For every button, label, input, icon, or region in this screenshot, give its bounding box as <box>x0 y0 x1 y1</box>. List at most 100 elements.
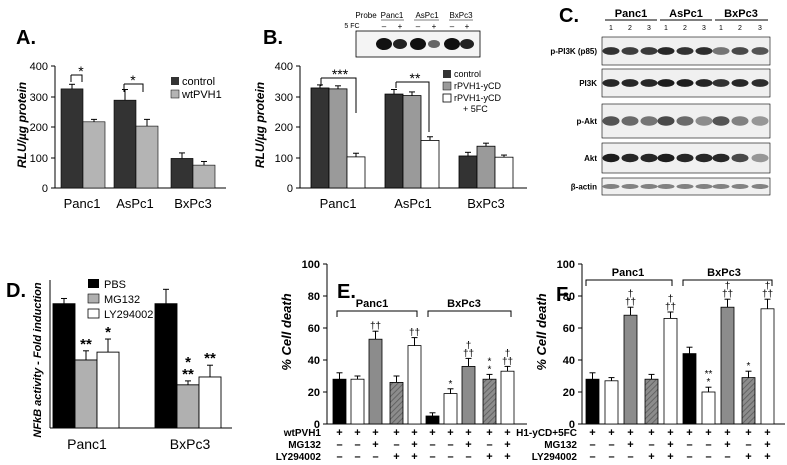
group-label: BxPc3 <box>707 267 741 279</box>
blot-lane-number: 2 <box>628 25 632 32</box>
treatment-sign: + <box>504 439 510 451</box>
blot-band <box>751 47 769 55</box>
treatment-sign: + <box>667 427 673 439</box>
bar-bxpc3-2 <box>720 306 735 425</box>
blot-band <box>751 184 769 189</box>
blot-band <box>621 47 639 55</box>
treatment-sign: + <box>705 427 711 439</box>
significance-mark: * <box>747 361 751 372</box>
panel-b-ylabel: RLU/µg protein <box>253 82 267 168</box>
significance-mark: ** <box>705 369 713 380</box>
treatment-sign: + <box>393 427 399 439</box>
treatment-sign: + <box>465 427 471 439</box>
panel-b-xtick: BxPc3 <box>467 196 505 211</box>
bar-series2-panc1 <box>346 156 366 189</box>
significance-mark: †† <box>762 289 773 300</box>
bar-mg132-panc1 <box>74 359 98 429</box>
bar-bxpc3-4 <box>760 308 775 425</box>
y-tick-label: 80 <box>563 291 575 303</box>
treatment-sign: – <box>705 451 711 463</box>
bar-panc1-3 <box>644 378 659 425</box>
bar-panc1-2 <box>368 338 383 425</box>
panel-f-bars: Panc1††† †††BxPc3***†††*††† <box>585 267 775 425</box>
panel-c: C. Panc1 AsPc1 BxPc3 1 2 3 1 2 3 1 2 3 p-PI3K (p… <box>550 5 771 196</box>
significance-mark: †† <box>463 348 474 359</box>
blot-row-label: 5 FC <box>344 23 359 30</box>
blot-band <box>751 116 769 126</box>
blot-row-label: PI3K <box>579 79 597 88</box>
legend-label: control <box>454 69 481 79</box>
blot-band <box>751 79 769 87</box>
treatment-sign: + <box>724 439 730 451</box>
treatment-sign: + <box>648 451 654 463</box>
blot-band <box>657 47 675 55</box>
legend-swatch-control <box>443 70 451 78</box>
legend-swatch-rpvh1-ycd <box>442 81 452 91</box>
treatment-sign: – <box>705 439 711 451</box>
bar-wtpvh1-panc1 <box>82 121 106 189</box>
panel-b-xtick: Panc1 <box>320 196 357 211</box>
treatment-sign: – <box>354 451 360 463</box>
blot-band <box>712 47 730 55</box>
blot-lane-number: 3 <box>758 25 762 32</box>
panel-e-ylabel: % Cell death <box>279 293 294 370</box>
bar-series2-bxpc3 <box>494 156 514 189</box>
legend-label: wtPVH1 <box>181 89 222 101</box>
panel-d-xtick: BxPc3 <box>170 436 211 452</box>
treatment-sign: + <box>411 439 417 451</box>
y-tick-label: 60 <box>563 323 575 335</box>
treatment-sign: – <box>354 439 360 451</box>
bar-control-aspc1 <box>113 99 137 189</box>
blot-band <box>676 116 694 126</box>
panel-a-letter: A. <box>16 27 36 49</box>
treatment-sign: + <box>745 451 751 463</box>
blot-group-label: AsPc1 <box>669 8 703 20</box>
panel-e-letter: E. <box>337 281 356 303</box>
bar-series1-panc1 <box>328 88 348 189</box>
blot-band <box>602 153 620 163</box>
panel-b-legend: control rPVH1-yCD rPVH1-yCD + 5FC <box>442 69 502 114</box>
blot-lane-mark: + <box>432 22 437 31</box>
treatment-sign: + <box>372 427 378 439</box>
blot-band <box>657 79 675 87</box>
legend-swatch-mg132 <box>87 293 100 304</box>
blot-band <box>731 116 749 126</box>
panel-b-ytick: 0 <box>287 183 293 195</box>
treatment-sign: – <box>745 439 751 451</box>
panel-a-ytick: 0 <box>42 183 48 195</box>
treatment-sign: + <box>724 427 730 439</box>
y-tick-label: 0 <box>569 419 575 431</box>
panel-b-sig-label: ** <box>410 70 421 86</box>
gel-band <box>376 38 392 50</box>
blot-header: Probe <box>355 11 377 20</box>
significance-mark: †† <box>409 328 420 339</box>
significance-mark: * <box>185 354 191 371</box>
bar-series0-bxpc3 <box>458 155 478 189</box>
treatment-sign: + <box>504 427 510 439</box>
treatment-sign: – <box>429 451 435 463</box>
treatment-sign: + <box>764 451 770 463</box>
treatment-sign: – <box>447 451 453 463</box>
bar-series1-aspc1 <box>402 95 422 189</box>
legend-swatch-pbs <box>88 279 99 288</box>
blot-lane-number: 2 <box>738 25 742 32</box>
y-tick-label: 100 <box>557 259 575 271</box>
legend-swatch-rpvh1-ycd-5fc <box>442 93 452 103</box>
treatment-sign: – <box>589 451 595 463</box>
significance-mark: †† <box>370 321 381 332</box>
blot-band <box>695 184 713 189</box>
treatment-row-label: LY294002 <box>276 452 322 463</box>
treatment-sign: + <box>336 427 342 439</box>
bar-bxpc3-0 <box>682 353 697 425</box>
treatment-sign: – <box>486 439 492 451</box>
panel-a-ylabel: RLU/µg protein <box>15 82 29 168</box>
legend-swatch-wtpvh1 <box>170 89 180 99</box>
blot-band <box>712 79 730 87</box>
blot-band <box>621 116 639 126</box>
panel-a-sig-label: * <box>130 72 136 88</box>
treatment-sign: – <box>447 439 453 451</box>
treatment-sign: + <box>429 427 435 439</box>
blot-header: Panc1 <box>381 11 404 20</box>
blot-lane-mark: – <box>450 22 455 31</box>
legend-label: MG132 <box>104 294 140 306</box>
